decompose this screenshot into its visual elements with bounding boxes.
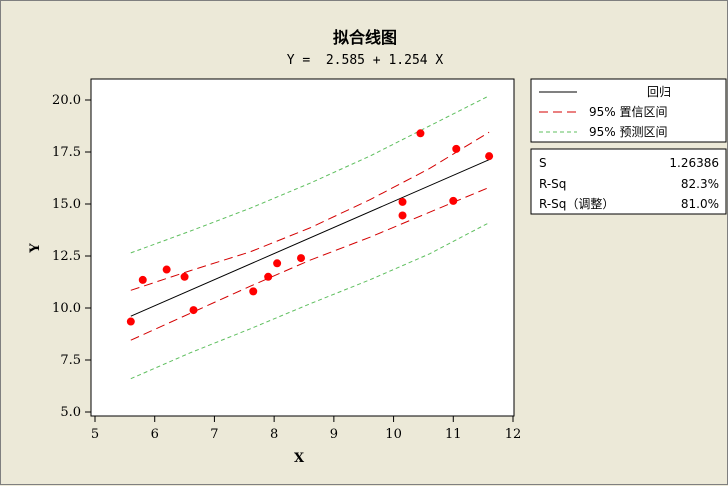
ci-upper-line xyxy=(130,131,490,291)
legend-label-ci: 95% 置信区间 xyxy=(589,105,668,119)
stats-box: S 1.26386 R-Sq 82.3% R-Sq（调整） 81.0% xyxy=(530,148,727,215)
stat-label-rsq: R-Sq xyxy=(539,177,566,191)
data-point xyxy=(162,265,171,274)
data-point xyxy=(249,287,258,296)
data-point xyxy=(416,129,425,138)
data-point xyxy=(398,211,407,220)
x-tick-label: 6 xyxy=(151,427,159,442)
x-tick-label: 5 xyxy=(91,427,99,442)
x-axis-label: X xyxy=(294,451,305,466)
regression-equation: Y = 2.585 + 1.254 X xyxy=(287,53,444,68)
stats-box-frame xyxy=(530,148,727,215)
y-tick-label: 7.5 xyxy=(60,353,81,368)
y-tick-label: 12.5 xyxy=(52,249,81,264)
stat-value-s: 1.26386 xyxy=(669,156,719,170)
regression-line xyxy=(130,159,490,317)
stat-value-rsq: 82.3% xyxy=(681,177,719,191)
legend-label-regression: 回归 xyxy=(647,85,671,99)
data-point xyxy=(180,272,189,281)
data-point xyxy=(485,152,494,161)
stat-value-rsq-adj: 81.0% xyxy=(681,197,719,211)
data-point xyxy=(398,197,407,206)
y-axis-label: Y xyxy=(28,243,43,254)
x-tick-label: 11 xyxy=(445,427,462,442)
data-point xyxy=(273,259,282,268)
data-point xyxy=(189,306,198,315)
legend-label-pi: 95% 预测区间 xyxy=(589,125,668,139)
legend: 回归 95% 置信区间 95% 预测区间 xyxy=(530,78,727,143)
x-tick-label: 10 xyxy=(385,427,402,442)
y-tick-label: 17.5 xyxy=(52,145,81,160)
pi-lower-line xyxy=(130,222,490,380)
data-point xyxy=(452,144,461,153)
plot-area xyxy=(90,78,515,417)
x-tick-label: 9 xyxy=(330,427,338,442)
data-point xyxy=(297,254,306,263)
chart-title: 拟合线图 xyxy=(333,28,397,47)
x-tick-label: 12 xyxy=(505,427,522,442)
data-point xyxy=(138,275,147,284)
y-tick-label: 15.0 xyxy=(52,197,81,212)
data-point xyxy=(449,196,458,205)
stat-label-rsq-adj: R-Sq（调整） xyxy=(539,196,614,211)
x-tick-label: 8 xyxy=(270,427,278,442)
y-tick-label: 5.0 xyxy=(60,405,81,420)
y-tick-label: 10.0 xyxy=(52,301,81,316)
pi-upper-line xyxy=(130,95,490,254)
x-tick-label: 7 xyxy=(210,427,218,442)
stat-label-s: S xyxy=(539,156,547,170)
y-tick-label: 20.0 xyxy=(52,93,81,108)
ci-lower-line xyxy=(130,186,490,341)
data-point xyxy=(264,272,273,281)
data-point xyxy=(126,317,135,326)
